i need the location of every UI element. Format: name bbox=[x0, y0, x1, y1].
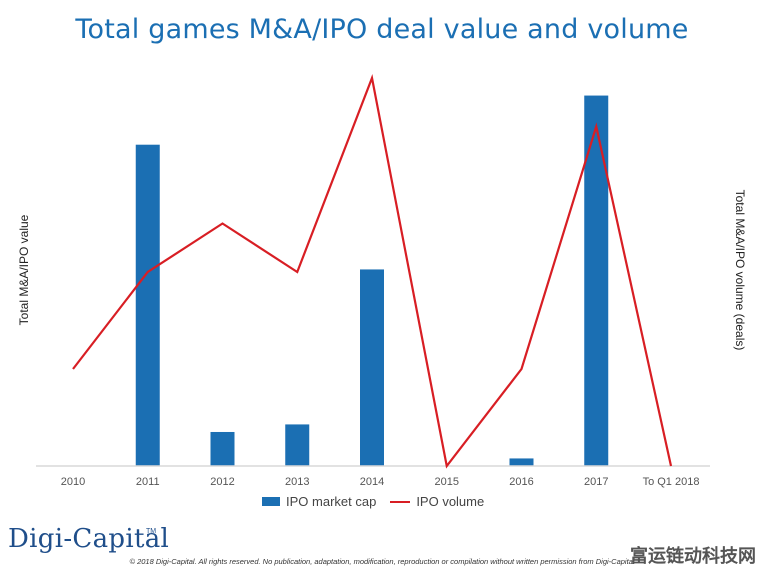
legend-label-ipo-market-cap: IPO market cap bbox=[286, 494, 377, 509]
bar-2017 bbox=[584, 95, 609, 466]
bar-2011 bbox=[135, 144, 160, 466]
x-tick-labels: 2010 2011 2012 2013 2014 2015 2016 2017 To Q1 20… bbox=[61, 476, 700, 488]
x-tick-label: To Q1 2018 bbox=[643, 476, 700, 488]
x-tick-label: 2015 bbox=[435, 476, 459, 488]
copyright-notice: © 2018 Digi-Capital. All rights reserved… bbox=[129, 557, 635, 566]
chart-plot: 2010 2011 2012 2013 2014 2015 2016 2017 To Q1 20… bbox=[36, 74, 710, 488]
legend-item-ipo-volume: IPO volume bbox=[390, 494, 484, 509]
ipo-volume-line bbox=[72, 74, 673, 469]
legend-item-ipo-market-cap: IPO market cap bbox=[262, 494, 376, 509]
legend-label-ipo-volume: IPO volume bbox=[416, 494, 485, 509]
bars-layer bbox=[135, 95, 609, 466]
line-layer bbox=[72, 74, 673, 469]
x-tick-label: 2017 bbox=[584, 476, 608, 488]
bar-2013 bbox=[285, 424, 310, 466]
brand-logo: Digi-Capital bbox=[8, 524, 170, 554]
bar-2016 bbox=[509, 458, 534, 466]
chart-title: Total games M&A/IPO deal value and volum… bbox=[75, 14, 689, 45]
x-tick-label: 2012 bbox=[210, 476, 234, 488]
bar-2014 bbox=[360, 269, 384, 466]
brand-trademark: TM bbox=[146, 528, 157, 535]
bar-2012 bbox=[210, 431, 235, 466]
x-tick-label: 2014 bbox=[360, 476, 384, 488]
legend-swatch-bar bbox=[262, 497, 280, 506]
x-tick-label: 2016 bbox=[509, 476, 533, 488]
watermark: 富运链动科技网 bbox=[630, 546, 756, 567]
legend-swatch-line bbox=[390, 500, 411, 503]
x-tick-label: 2010 bbox=[61, 476, 85, 488]
x-tick-label: 2011 bbox=[136, 476, 160, 488]
x-tick-label: 2013 bbox=[285, 476, 309, 488]
legend: IPO market cap IPO volume bbox=[262, 494, 484, 509]
